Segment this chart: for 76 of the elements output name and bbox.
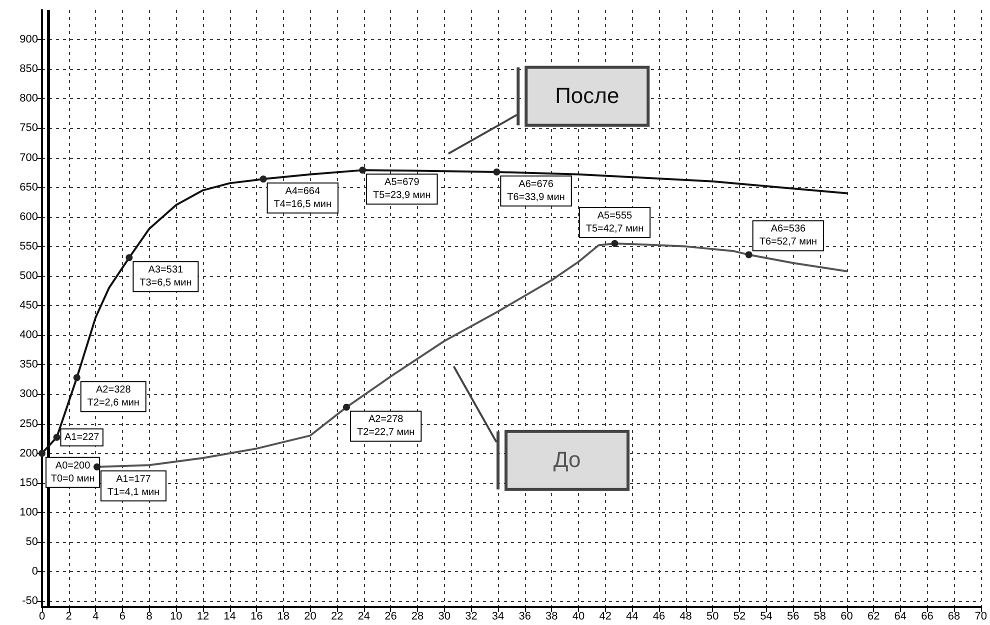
x-tick-label: 6 bbox=[119, 610, 126, 622]
text: До bbox=[506, 431, 628, 490]
x-tick-label: 66 bbox=[921, 610, 934, 622]
y-tick-label: 500 bbox=[20, 270, 38, 282]
y-tick-label: 600 bbox=[20, 210, 38, 223]
point bbox=[126, 254, 133, 262]
x-tick-label: 52 bbox=[733, 610, 746, 622]
y-tick-label: 200 bbox=[20, 447, 38, 460]
x-tick-label: 48 bbox=[680, 610, 692, 622]
x-tick-label: 22 bbox=[330, 610, 344, 622]
x-tick-label: 16 bbox=[250, 610, 263, 622]
x-tick-label: 44 bbox=[626, 610, 638, 622]
x-tick-label: 68 bbox=[948, 610, 960, 622]
x-tick-label: 50 bbox=[706, 610, 719, 622]
y-tick-label: 750 bbox=[20, 122, 38, 134]
y-tick-label: 0 bbox=[32, 566, 38, 578]
x-tick-label: 58 bbox=[814, 610, 826, 622]
x-tick-label: 32 bbox=[465, 610, 478, 622]
x-tick-label: 56 bbox=[786, 610, 800, 622]
x-tick-label: 30 bbox=[438, 610, 451, 622]
x-tick-label: 20 bbox=[304, 610, 316, 622]
point bbox=[260, 176, 267, 183]
x-tick-label: 2 bbox=[66, 610, 72, 622]
point bbox=[493, 168, 500, 176]
x-tick-label: 10 bbox=[170, 610, 182, 622]
point bbox=[359, 166, 366, 174]
x-tick-label: 36 bbox=[518, 610, 531, 622]
point bbox=[38, 450, 46, 457]
y-tick-label: 400 bbox=[20, 329, 38, 342]
x-tick-label: 42 bbox=[599, 610, 612, 622]
x-tick-label: 26 bbox=[384, 610, 397, 622]
x-tick-label: 24 bbox=[358, 610, 370, 622]
annotation: A2=328 T2=2,6 мин bbox=[87, 384, 140, 409]
annotation: A5=679 T5=23,9 мин bbox=[373, 177, 431, 202]
annotation: A2=278 T2=22,7 мин bbox=[356, 414, 415, 438]
x-tick-label: 8 bbox=[146, 610, 152, 622]
x-tick-label: 18 bbox=[277, 610, 290, 622]
y-tick-label: 650 bbox=[20, 181, 38, 194]
x-tick-label: 12 bbox=[196, 610, 210, 622]
x-tick-label: 64 bbox=[894, 610, 907, 622]
x-tick-label: 14 bbox=[224, 610, 236, 622]
x-tick-label: 4 bbox=[92, 610, 99, 622]
y-tick-label: 450 bbox=[20, 300, 38, 312]
annotation: A0=200 T0=0 мин bbox=[50, 460, 95, 484]
annotation: A3=531 T3=6,5 мин bbox=[140, 264, 192, 289]
annotation: A1=227 bbox=[64, 432, 100, 443]
x-tick-label: 54 bbox=[760, 610, 772, 622]
y-tick-label: 900 bbox=[20, 34, 38, 46]
x-tick-label: 46 bbox=[652, 610, 666, 622]
x-tick-label: 40 bbox=[572, 610, 585, 622]
x-tick-label: 0 bbox=[38, 610, 46, 622]
x-tick-label: 60 bbox=[840, 610, 853, 622]
y-tick-label: 350 bbox=[20, 358, 38, 371]
x-tick-label: 28 bbox=[411, 610, 424, 622]
y-tick-label: 550 bbox=[20, 240, 38, 252]
y-tick-label: 50 bbox=[26, 536, 38, 548]
x-tick-label: 34 bbox=[492, 610, 504, 622]
text: После bbox=[526, 67, 648, 126]
annotation: A1=177 T1=4,1 мин bbox=[107, 474, 160, 498]
y-tick-label: 100 bbox=[20, 506, 38, 518]
x-tick-label: 62 bbox=[867, 610, 880, 622]
annotation: A4=664 T4=16,5 мин bbox=[274, 186, 332, 210]
annotation: A5=555 T5=42,7 мин bbox=[586, 210, 644, 234]
y-tick-label: 700 bbox=[20, 152, 38, 164]
y-tick-label: 800 bbox=[20, 92, 38, 105]
point bbox=[53, 434, 60, 441]
y-tick-label: 850 bbox=[20, 63, 38, 76]
annotation: A6=676 T6=33,9 мин bbox=[507, 178, 565, 203]
annotation: A6=536 T6=52,7 мин bbox=[759, 224, 818, 248]
y-tick-label: 300 bbox=[20, 388, 38, 400]
x-tick-label: 38 bbox=[546, 610, 558, 622]
y-tick-label: -50 bbox=[22, 595, 38, 608]
point bbox=[73, 374, 80, 382]
y-tick-label: 150 bbox=[20, 476, 38, 489]
y-tick-label: 250 bbox=[20, 418, 38, 430]
x-tick-label: 70 bbox=[974, 610, 988, 622]
